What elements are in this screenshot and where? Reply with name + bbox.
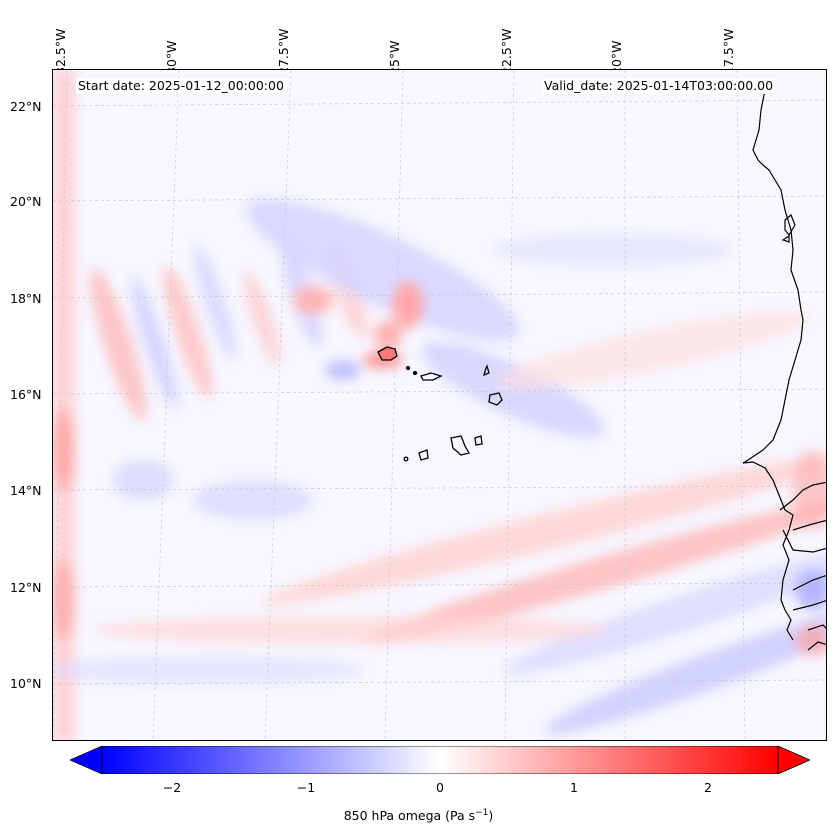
graticule — [53, 70, 826, 740]
lat-label: 14°N — [10, 483, 42, 498]
coastline — [742, 89, 826, 651]
colorbar-tick: −2 — [162, 780, 182, 795]
islands — [377, 346, 503, 462]
omega-shading — [53, 70, 826, 740]
colorbar — [69, 745, 811, 775]
colorbar-extend-min — [69, 745, 103, 775]
lat-label: 16°N — [10, 387, 42, 402]
colorbar-tick: 0 — [436, 780, 444, 795]
colorbar-label: 850 hPa omega (Pa s−1) — [343, 808, 494, 824]
lat-label: 18°N — [10, 291, 42, 306]
colorbar-gradient — [101, 745, 779, 775]
lat-label: 20°N — [10, 194, 42, 209]
lat-label: 12°N — [10, 580, 42, 595]
valid-date-label: Valid_date: 2025-01-14T03:00:00.00 — [542, 78, 776, 94]
colorbar-tick: 2 — [704, 780, 712, 795]
colorbar-tick: −1 — [296, 780, 316, 795]
lat-label: 22°N — [10, 99, 42, 114]
colorbar-extend-max — [777, 745, 811, 775]
omega-field — [53, 70, 826, 740]
colorbar-ticks: −2 −1 0 1 2 — [0, 780, 837, 796]
colorbar-tick: 1 — [570, 780, 578, 795]
lat-label: 10°N — [10, 676, 42, 691]
map-panel — [52, 69, 827, 741]
start-date-label: Start date: 2025-01-12_00:00:00 — [76, 78, 286, 94]
